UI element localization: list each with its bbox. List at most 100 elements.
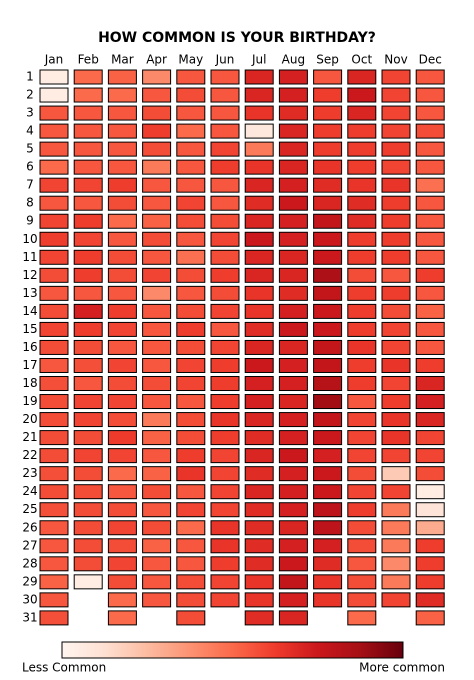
- heat-cell: [244, 231, 274, 247]
- heat-cell: [107, 105, 137, 121]
- heat-cell: [313, 87, 343, 103]
- heat-cell: [381, 339, 411, 355]
- day-label: 6: [26, 160, 34, 174]
- heat-cell: [415, 466, 445, 482]
- heat-cell: [176, 394, 206, 410]
- heat-cell: [107, 267, 137, 283]
- heat-cell: [244, 267, 274, 283]
- heat-cell: [278, 213, 308, 229]
- heat-cell: [210, 141, 240, 157]
- heat-cell: [278, 520, 308, 536]
- day-label: 31: [22, 610, 37, 624]
- heat-cell: [73, 177, 103, 193]
- heat-cell: [107, 87, 137, 103]
- heat-cell: [39, 484, 69, 500]
- heat-cell: [278, 231, 308, 247]
- heat-cell: [210, 502, 240, 518]
- heat-cell: [244, 339, 274, 355]
- heat-cell: [347, 502, 377, 518]
- heat-cell: [347, 141, 377, 157]
- heat-cell: [39, 357, 69, 373]
- heat-cell: [313, 159, 343, 175]
- heat-cell: [142, 394, 172, 410]
- heat-cell: [73, 249, 103, 265]
- heat-cell: [381, 321, 411, 337]
- heat-cell: [73, 285, 103, 301]
- heat-cell: [415, 610, 445, 626]
- heat-cell: [142, 376, 172, 392]
- day-label: 17: [22, 358, 37, 372]
- heat-cell: [244, 538, 274, 554]
- day-label: 4: [26, 124, 34, 138]
- day-label: 3: [26, 106, 34, 120]
- heat-cell: [210, 213, 240, 229]
- month-label: Jul: [251, 53, 266, 67]
- heat-cell: [278, 141, 308, 157]
- heat-cell: [415, 249, 445, 265]
- day-label: 29: [22, 574, 37, 588]
- heat-cell: [278, 538, 308, 554]
- heat-cell: [210, 285, 240, 301]
- heat-cell: [381, 69, 411, 85]
- day-label: 8: [26, 196, 34, 210]
- heat-cell: [415, 303, 445, 319]
- heat-cell: [142, 538, 172, 554]
- heat-cell: [278, 267, 308, 283]
- heat-cell: [313, 249, 343, 265]
- heat-cell: [107, 466, 137, 482]
- heat-cell: [39, 538, 69, 554]
- heat-cell: [142, 105, 172, 121]
- heat-cell: [39, 466, 69, 482]
- heat-cell: [210, 520, 240, 536]
- heat-cell: [107, 249, 137, 265]
- heat-cell: [347, 177, 377, 193]
- heat-cell: [107, 303, 137, 319]
- heat-cell: [39, 303, 69, 319]
- heat-cell: [39, 105, 69, 121]
- month-label: Apr: [146, 53, 167, 67]
- heat-cell: [210, 339, 240, 355]
- heat-cell: [39, 574, 69, 590]
- month-label: Oct: [351, 53, 372, 67]
- day-label: 16: [22, 340, 37, 354]
- day-label: 5: [26, 142, 34, 156]
- heat-cell: [381, 484, 411, 500]
- heat-cell: [313, 484, 343, 500]
- heat-cell: [347, 394, 377, 410]
- day-label: 9: [26, 214, 34, 228]
- month-label: Dec: [419, 53, 442, 67]
- heat-cell: [176, 574, 206, 590]
- heat-cell: [39, 339, 69, 355]
- heat-cell: [347, 430, 377, 446]
- heat-cell: [142, 195, 172, 211]
- heat-cell: [107, 376, 137, 392]
- colorbar-low-label: Less Common: [22, 661, 106, 675]
- heat-cell: [415, 538, 445, 554]
- heat-cell: [73, 339, 103, 355]
- day-label: 30: [22, 592, 37, 606]
- heat-cell: [244, 574, 274, 590]
- heat-cell: [142, 357, 172, 373]
- heat-cell: [278, 123, 308, 139]
- heat-cell: [142, 249, 172, 265]
- heat-cell: [415, 267, 445, 283]
- heat-cell: [39, 87, 69, 103]
- heat-cell: [73, 430, 103, 446]
- heat-cell: [415, 321, 445, 337]
- heat-cell: [347, 285, 377, 301]
- heat-cell: [210, 321, 240, 337]
- heat-cell: [347, 303, 377, 319]
- heat-cell: [313, 592, 343, 608]
- heat-cell: [142, 574, 172, 590]
- heat-cell: [73, 412, 103, 428]
- heat-cell: [176, 412, 206, 428]
- heat-cell: [347, 123, 377, 139]
- heat-cell: [415, 159, 445, 175]
- heat-cell: [176, 484, 206, 500]
- heat-cell: [244, 357, 274, 373]
- heat-cell: [381, 502, 411, 518]
- heat-cell: [73, 123, 103, 139]
- heat-cell: [210, 159, 240, 175]
- day-label: 19: [22, 394, 37, 408]
- heat-cell: [142, 267, 172, 283]
